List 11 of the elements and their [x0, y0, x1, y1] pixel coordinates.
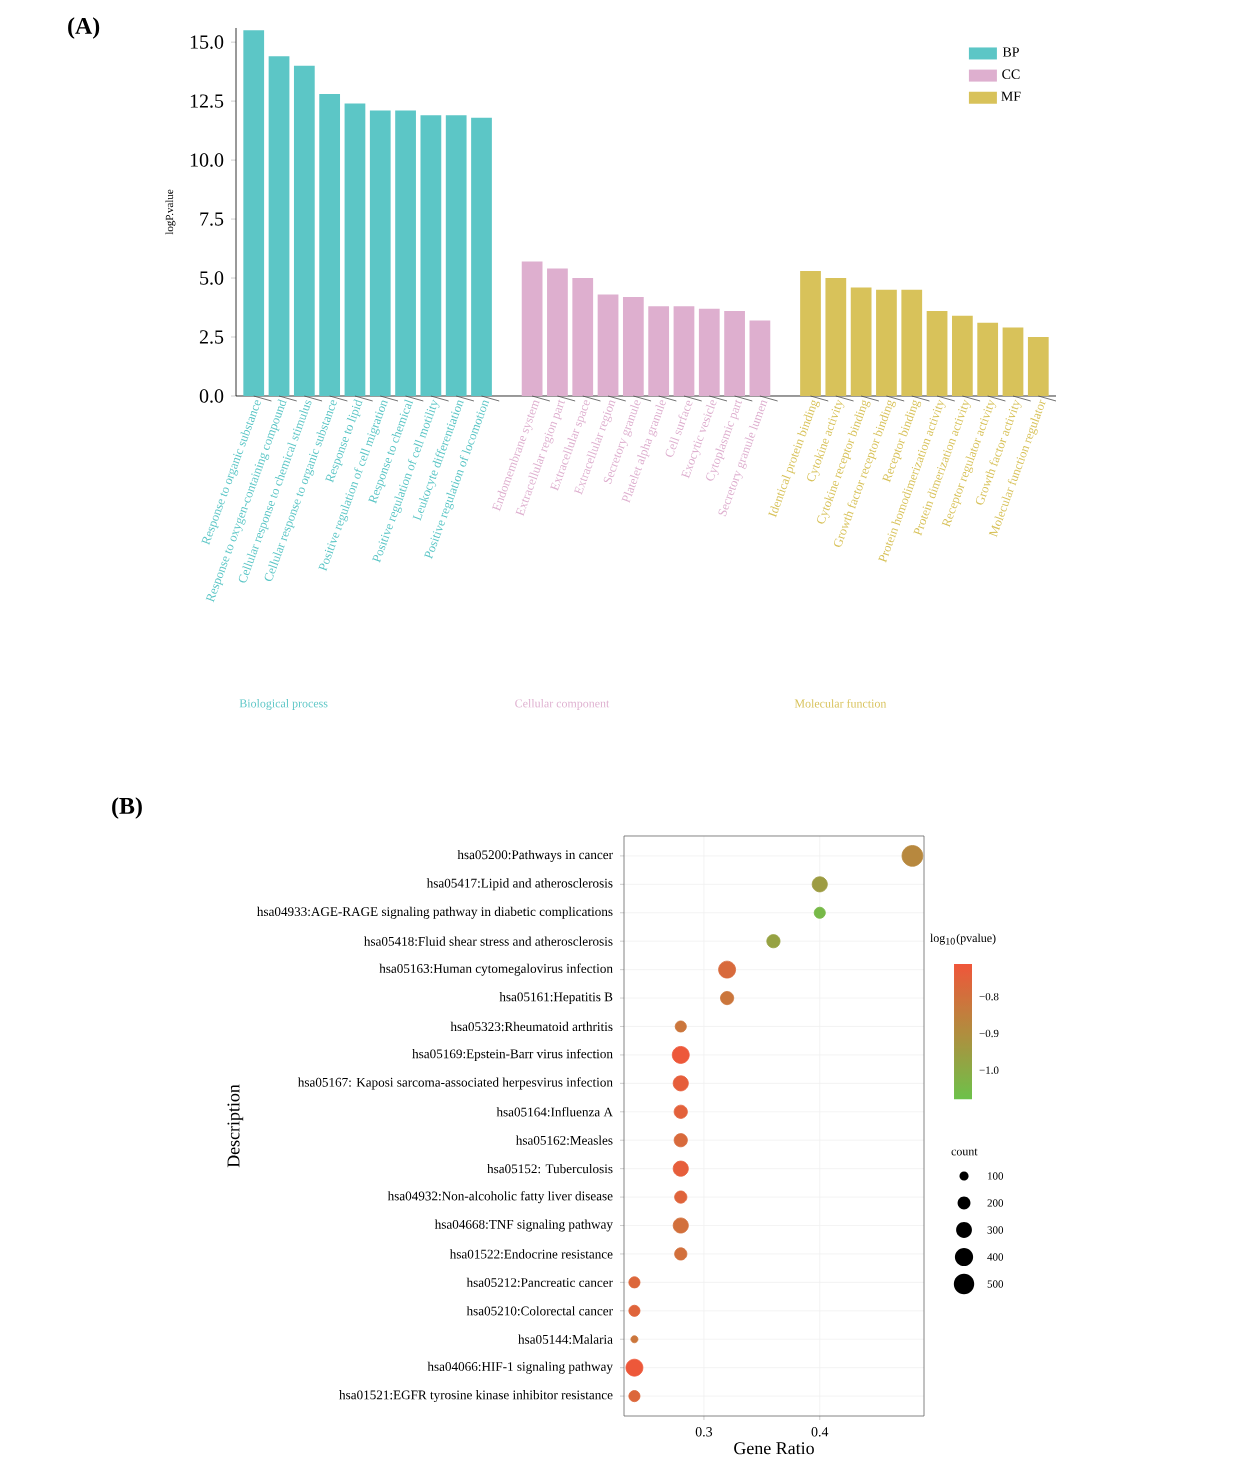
y-axis-title: Description — [227, 1084, 244, 1168]
y-tick-label: 0.0 — [199, 389, 224, 403]
text: (B) — [112, 797, 142, 819]
chart-title: (A) — [68, 17, 100, 39]
x-axis-title: Gene Ratio — [734, 1442, 814, 1455]
y-tick-label: 15.0 — [190, 35, 224, 49]
y-tick-label: 2.5 — [199, 330, 224, 344]
y-tick-label: 12.5 — [190, 94, 224, 108]
y-tick-label: 10.0 — [190, 153, 224, 167]
y-tick-label: 5.0 — [200, 271, 224, 285]
y-tick-label: 7.5 — [200, 212, 224, 226]
